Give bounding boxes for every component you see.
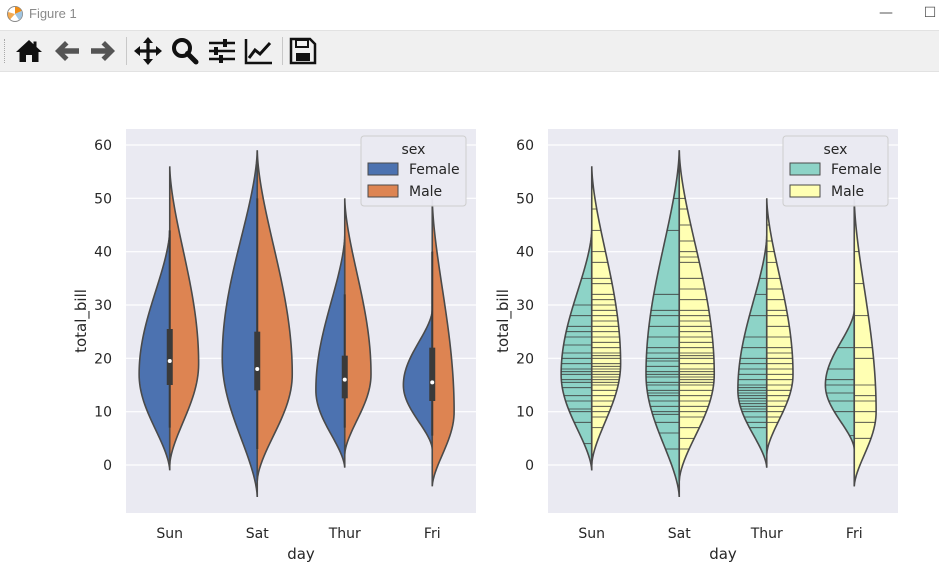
box-iqr <box>166 329 173 385</box>
pan-button[interactable] <box>132 35 164 67</box>
y-tick-label: 20 <box>516 351 534 367</box>
y-tick-label: 0 <box>103 458 112 474</box>
y-tick-label: 10 <box>516 405 534 421</box>
home-button[interactable] <box>13 35 45 67</box>
violin-half-female-sun <box>138 230 171 471</box>
save-button[interactable] <box>287 35 319 67</box>
x-tick-label: Fri <box>424 526 441 542</box>
pan-move-icon <box>134 37 162 65</box>
navigation-toolbar <box>0 30 939 72</box>
y-tick-label: 40 <box>516 245 534 261</box>
box-iqr <box>341 355 348 399</box>
x-tick-label: Sat <box>246 526 269 542</box>
legend-swatch-male <box>789 184 821 198</box>
legend-title: sex <box>824 142 848 158</box>
minimize-button[interactable]: — <box>879 5 893 21</box>
violin-half-male-fri <box>431 198 455 487</box>
box-median-dot <box>255 367 260 371</box>
figure-canvas: 0 10 20 30 40 50 60 Sun Sat Thur Fri day total_bill s… <box>72 129 898 563</box>
violin-half-female-sat <box>645 150 681 498</box>
legend-label-female: Female <box>831 162 882 178</box>
x-tick-label: Sun <box>578 526 605 542</box>
violin-half-female-sat <box>221 150 259 498</box>
box-median-dot <box>342 377 347 382</box>
box-median-dot <box>430 380 435 385</box>
y-tick-label: 60 <box>516 138 534 154</box>
matplotlib-app-icon <box>7 6 23 22</box>
violin-half-male-thur <box>343 198 372 455</box>
violin-half-female-thur <box>315 235 346 468</box>
legend-swatch-female <box>367 162 399 176</box>
y-axis-label: total_bill <box>494 289 513 353</box>
forward-button[interactable] <box>87 35 119 67</box>
y-tick-label: 30 <box>516 298 534 314</box>
toolbar-separator <box>126 37 127 65</box>
configure-subplots-icon <box>209 39 235 63</box>
back-button[interactable] <box>51 35 83 67</box>
y-tick-label: 60 <box>94 138 112 154</box>
x-tick-label: Sat <box>668 526 691 542</box>
left-violin-axes: 0 10 20 30 40 50 60 Sun Sat Thur Fri day total_bill s… <box>72 129 476 563</box>
legend-label-female: Female <box>409 162 460 178</box>
box-median-dot <box>167 359 172 363</box>
y-tick-label: 40 <box>94 245 112 261</box>
x-tick-label: Sun <box>156 526 183 542</box>
toolbar-separator <box>282 37 283 65</box>
violin-half-male-sun <box>168 166 200 466</box>
toolbar-grip <box>4 39 7 63</box>
legend-swatch-female <box>789 162 821 176</box>
x-axis-label: day <box>709 545 737 563</box>
back-arrow-icon <box>55 41 79 61</box>
legend-label-male: Male <box>409 184 442 200</box>
violin-half-female-sun <box>560 230 593 471</box>
legend-label-male: Male <box>831 184 864 200</box>
edit-axis-lines-icon <box>244 39 272 65</box>
right-violin-axes: 0 10 20 30 40 50 60 Sun Sat Thur Fri day total_bill s… <box>494 129 898 563</box>
y-tick-label: 50 <box>94 191 112 207</box>
y-tick-label: 0 <box>525 458 534 474</box>
save-floppy-icon <box>289 37 317 65</box>
violin-half-male-sat <box>256 150 294 482</box>
forward-arrow-icon <box>91 41 115 61</box>
x-tick-label: Fri <box>846 526 863 542</box>
configure-subplots-button[interactable] <box>206 35 238 67</box>
x-tick-label: Thur <box>750 526 783 542</box>
y-tick-label: 50 <box>516 191 534 207</box>
box-iqr <box>429 347 436 401</box>
maximize-button[interactable]: ☐ <box>923 5 937 21</box>
legend-title: sex <box>402 142 426 158</box>
y-tick-label: 30 <box>94 298 112 314</box>
y-tick-label: 10 <box>94 405 112 421</box>
x-axis-label: day <box>287 545 315 563</box>
window-title: Figure 1 <box>29 6 77 21</box>
zoom-button[interactable] <box>169 35 201 67</box>
edit-axis-button[interactable] <box>243 35 275 67</box>
legend-swatch-male <box>367 184 399 198</box>
window-titlebar: Figure 1 — ☐ <box>0 0 939 28</box>
y-tick-label: 20 <box>94 351 112 367</box>
y-axis-label: total_bill <box>72 289 91 353</box>
x-tick-label: Thur <box>328 526 361 542</box>
zoom-magnifier-icon <box>172 38 199 65</box>
box-iqr <box>254 331 261 391</box>
violin-half-female-thur <box>737 235 768 468</box>
violin-half-male-fri <box>853 198 877 487</box>
violin-half-female-fri <box>402 310 434 450</box>
home-icon <box>16 40 42 62</box>
